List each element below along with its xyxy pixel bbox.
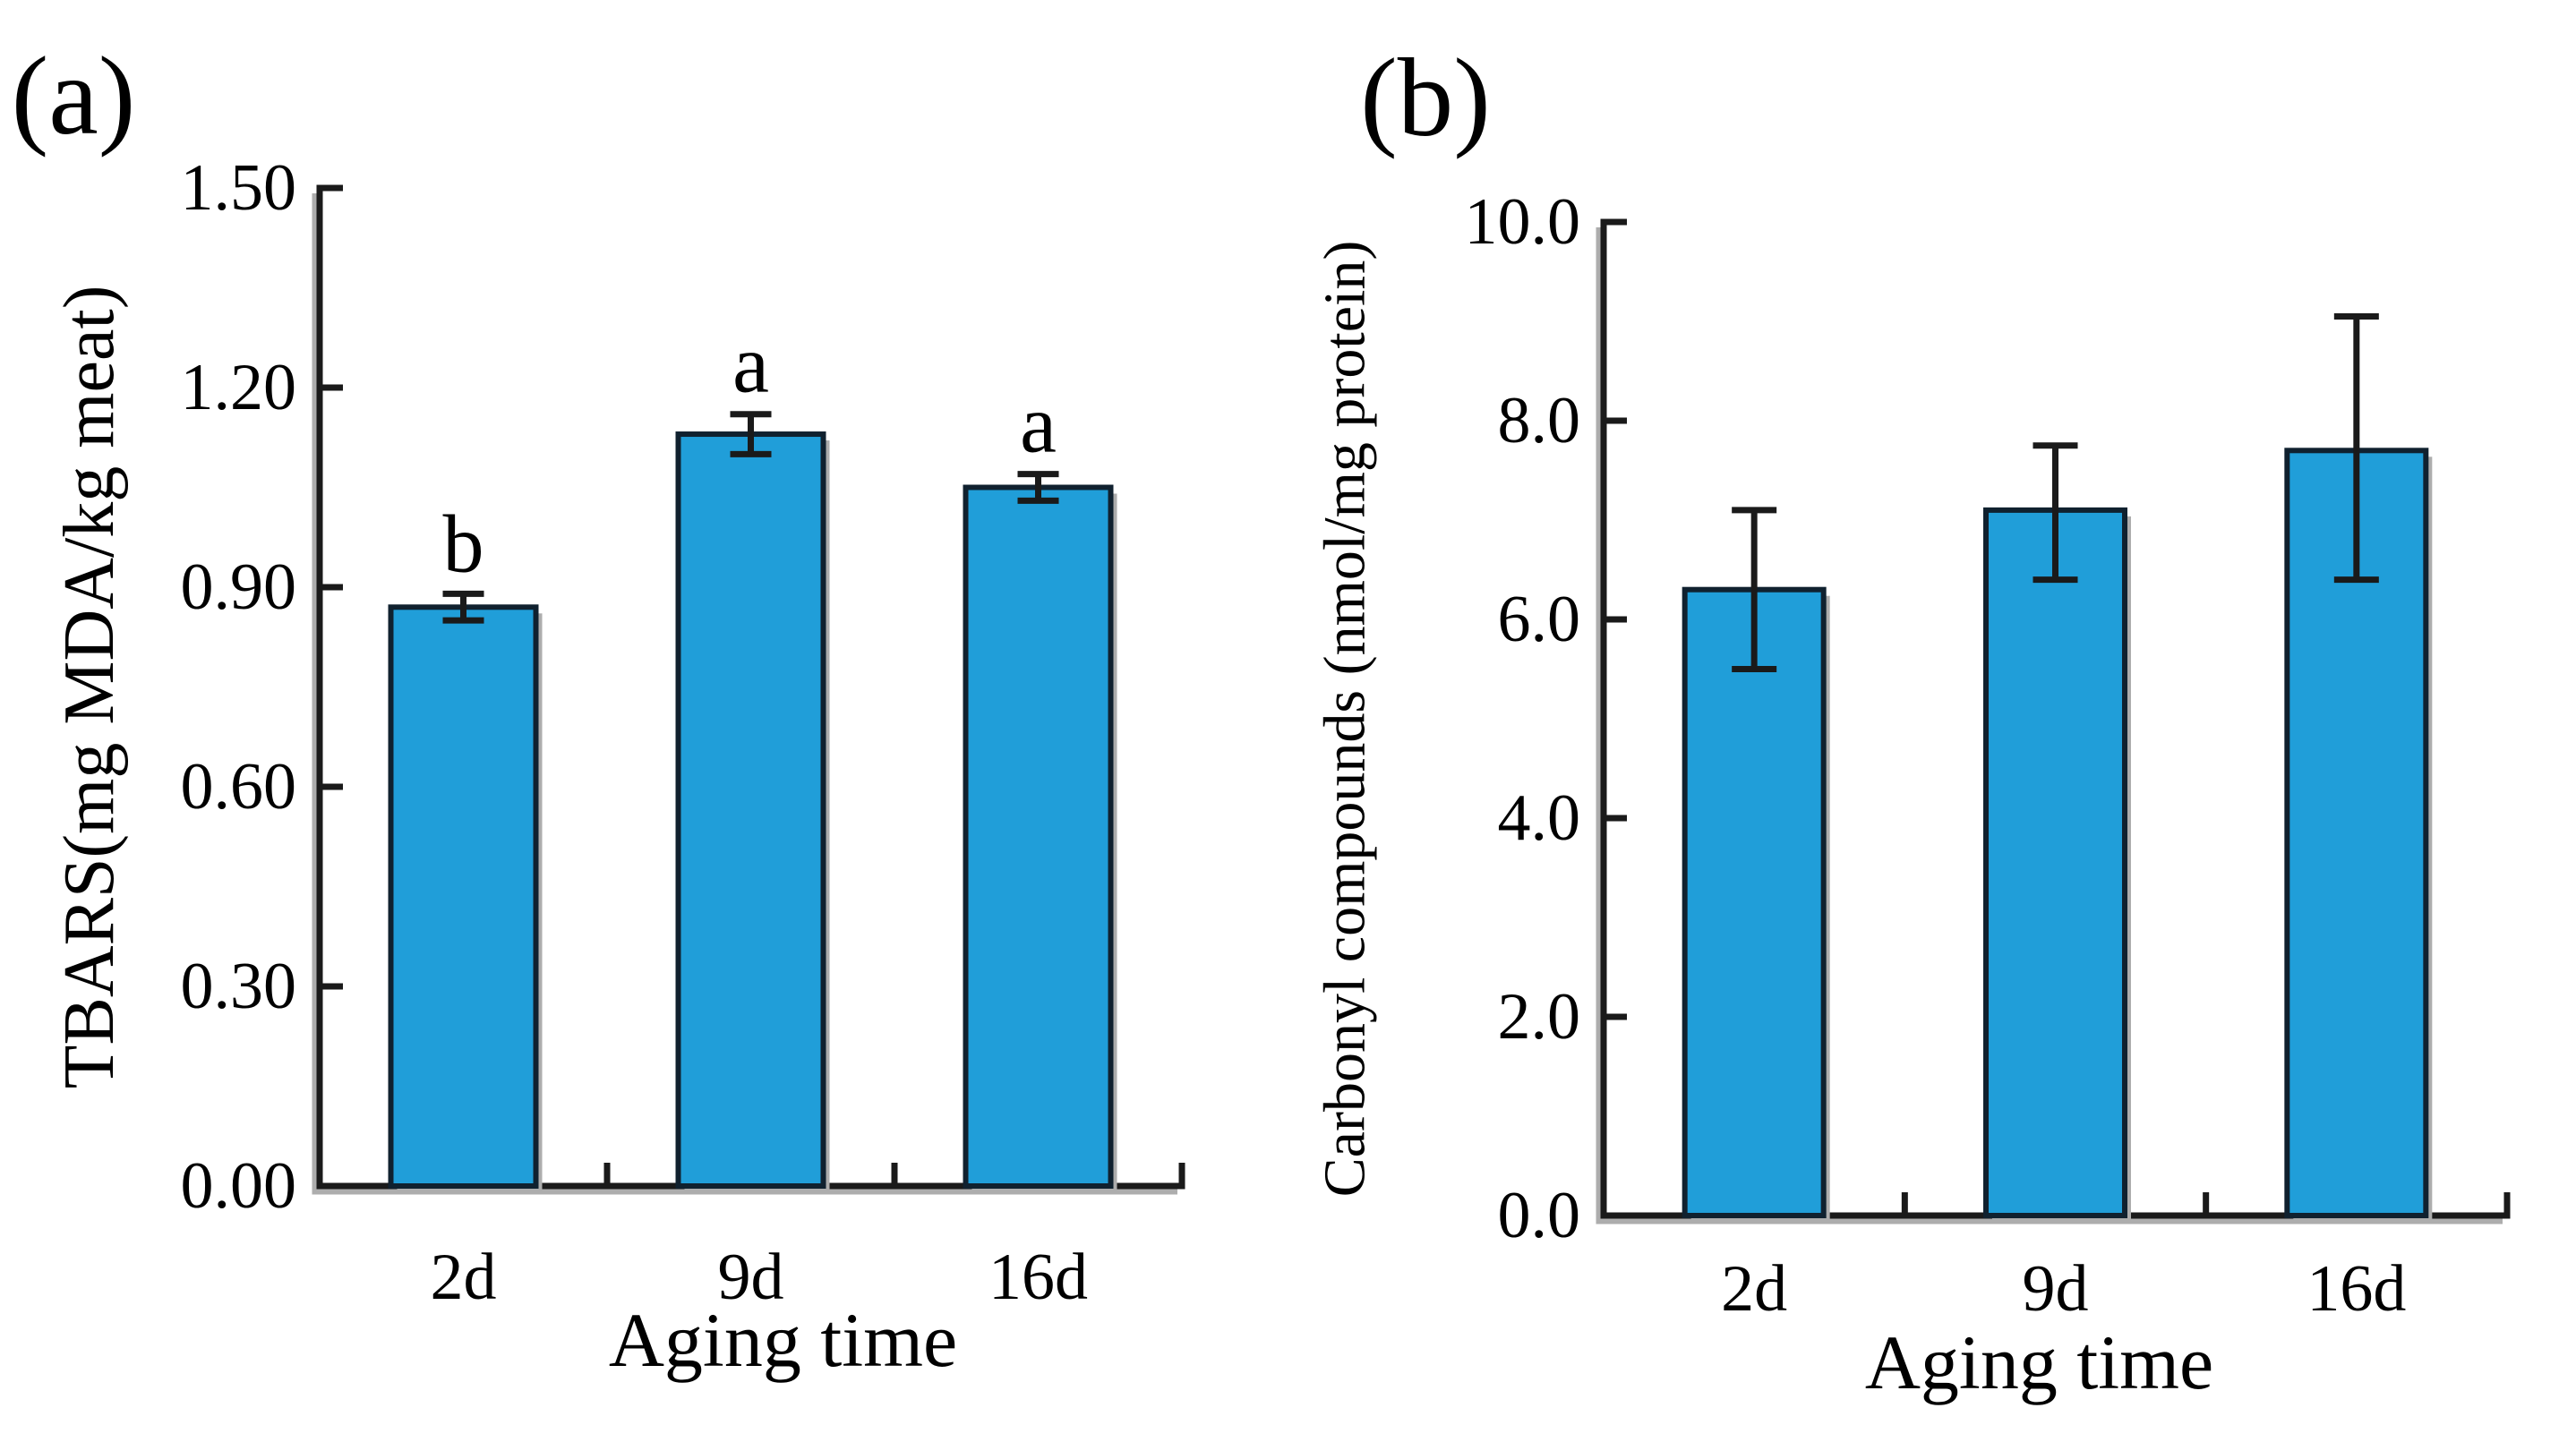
y-axis-tick-label: 4.0 — [1498, 781, 1581, 855]
x-tick-label: 9d — [718, 1241, 784, 1314]
y-axis-tick-label: 0.60 — [181, 750, 297, 823]
x-tick-label: 2d — [1721, 1252, 1787, 1326]
panel-label: (a) — [12, 35, 136, 158]
y-axis-tick-label: 10.0 — [1465, 185, 1581, 259]
y-axis-tick-label: 1.20 — [181, 351, 297, 424]
y-axis-tick-label: 0.90 — [181, 550, 297, 624]
bar-9d — [675, 431, 826, 1189]
y-axis-tick-label: 6.0 — [1498, 583, 1581, 656]
x-axis-title: Aging time — [609, 1297, 957, 1383]
y-axis-tick-label: 0.0 — [1498, 1179, 1581, 1252]
x-tick-label: 16d — [988, 1241, 1088, 1314]
panel-b: (b) 0.0 2.0 4.0 6.0 8.0 10.0 2d 9d 16d Aging time C… — [1313, 37, 2511, 1405]
y-axis-tick-label: 8.0 — [1498, 384, 1581, 457]
y-axis-tick-label: 0.00 — [181, 1149, 297, 1223]
y-axis-tick-label: 2.0 — [1498, 980, 1581, 1054]
y-axis-title: Carbonyl compounds (nmol/mg protein) — [1313, 241, 1378, 1198]
x-tick-label: 16d — [2306, 1252, 2406, 1326]
y-axis-tick-label: 0.30 — [181, 950, 297, 1023]
y-axis-tick-label: 1.50 — [181, 151, 297, 225]
bar-16d — [963, 484, 1114, 1189]
sig-letter: a — [732, 319, 769, 410]
axis-shadow — [312, 193, 1177, 1195]
y-axis-title: TBARS(mg MDA/kg meat) — [50, 286, 129, 1089]
panel-a: (a) 0.00 0.30 0.60 0.90 1.20 1.50 b 2d a 9d a 16d Agi… — [12, 35, 1185, 1383]
bar-2d — [1682, 586, 1827, 1218]
x-tick-label: 9d — [2023, 1252, 2089, 1326]
bar-9d — [1983, 507, 2127, 1218]
x-axis-title: Aging time — [1865, 1319, 2213, 1405]
x-tick-label: 2d — [431, 1241, 497, 1314]
sig-letter: b — [443, 498, 484, 589]
bar-2d — [388, 604, 539, 1189]
panel-label: (b) — [1360, 37, 1491, 160]
axis-shadow — [1596, 227, 2503, 1224]
sig-letter: a — [1020, 379, 1057, 470]
